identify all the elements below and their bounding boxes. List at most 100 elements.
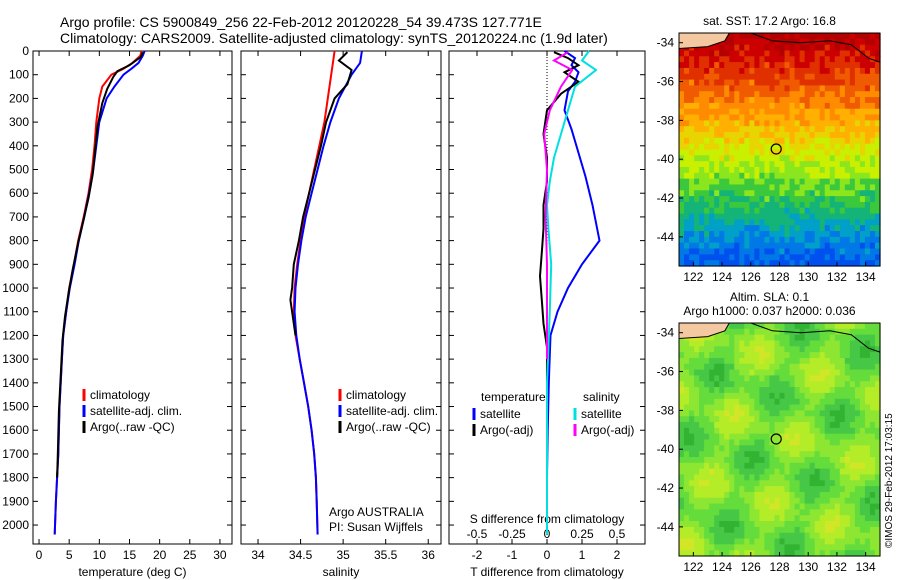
sla-cell xyxy=(849,521,856,528)
sla-cell xyxy=(724,328,730,336)
sst-cell xyxy=(784,73,791,81)
sla-cell xyxy=(849,486,856,493)
sst-cell xyxy=(734,108,740,116)
sla-cell xyxy=(829,340,836,347)
sst-cell xyxy=(784,149,791,156)
sla-cell xyxy=(859,491,866,499)
sla-cell xyxy=(784,392,791,400)
sst-cell xyxy=(764,33,771,40)
sst-cell xyxy=(784,260,791,267)
x-tick-label: 124 xyxy=(712,560,732,574)
x-tick-label: 0 xyxy=(544,548,551,562)
sst-cell xyxy=(754,207,761,215)
sla-cell xyxy=(814,392,821,400)
sla-cell xyxy=(829,544,836,551)
sst-cell xyxy=(799,149,806,156)
y-tick-label: 1700 xyxy=(2,447,29,461)
sla-cell xyxy=(679,340,685,347)
sla-cell xyxy=(744,456,750,464)
sst-cell xyxy=(809,184,816,191)
sla-cell xyxy=(679,515,685,522)
sla-cell xyxy=(689,550,695,557)
sla-cell xyxy=(729,357,735,365)
sla-cell xyxy=(754,544,761,551)
sla-cell xyxy=(729,445,735,452)
sla-cell xyxy=(744,451,750,458)
sst-cell xyxy=(794,114,801,121)
sla-cell xyxy=(854,375,861,382)
sla-cell xyxy=(724,416,730,423)
sla-cell xyxy=(784,357,791,365)
sst-cell xyxy=(759,201,766,209)
sst-cell xyxy=(824,196,831,203)
sla-cell xyxy=(694,439,700,446)
sst-cell xyxy=(684,196,690,203)
sst-cell xyxy=(829,33,836,40)
sla-cell xyxy=(874,468,881,476)
sla-cell xyxy=(869,357,876,365)
sst-cell xyxy=(839,38,846,46)
sst-cell xyxy=(874,38,881,46)
sst-cell xyxy=(679,114,685,121)
sst-cell xyxy=(854,178,861,186)
sla-cell xyxy=(779,445,786,452)
sla-cell xyxy=(849,323,856,330)
sla-cell xyxy=(754,427,761,435)
sst-cell xyxy=(754,50,761,57)
sst-cell xyxy=(689,67,695,75)
sst-cell xyxy=(759,213,766,220)
sst-cell xyxy=(814,236,821,244)
sst-cell xyxy=(694,79,700,87)
sla-cell xyxy=(689,521,695,528)
sla-cell xyxy=(754,456,761,464)
sla-cell xyxy=(869,375,876,382)
sst-cell xyxy=(739,85,745,92)
sst-cell xyxy=(784,166,791,174)
sst-cell xyxy=(704,108,710,116)
sla-cell xyxy=(869,538,876,545)
sst-cell xyxy=(874,44,881,52)
sst-cell xyxy=(864,172,871,180)
sst-cell xyxy=(749,196,755,203)
sla-cell xyxy=(859,334,866,342)
sla-cell xyxy=(839,491,846,499)
sst-cell xyxy=(774,161,781,168)
sst-cell xyxy=(839,248,846,255)
sla-cell xyxy=(689,416,695,423)
sst-cell xyxy=(694,97,700,104)
sla-cell xyxy=(749,381,755,388)
sst-cell xyxy=(704,132,710,139)
sla-cell xyxy=(754,439,761,446)
sst-cell xyxy=(789,33,796,40)
sst-cell xyxy=(779,213,786,220)
sst-cell xyxy=(864,108,871,116)
sst-cell xyxy=(709,213,715,220)
sla-cell xyxy=(744,328,750,336)
sst-cell xyxy=(844,207,851,215)
sst-cell xyxy=(734,196,740,203)
sst-cell xyxy=(819,225,826,232)
sst-cell xyxy=(814,120,821,127)
sla-cell xyxy=(839,509,846,516)
x-tick-label: 122 xyxy=(683,560,703,574)
sst-cell xyxy=(764,73,771,81)
sla-cell xyxy=(764,509,771,516)
sst-cell xyxy=(824,201,831,209)
sla-cell xyxy=(819,422,826,429)
sla-cell xyxy=(819,544,826,551)
sla-cell xyxy=(799,410,806,417)
sst-cell xyxy=(694,155,700,162)
sst-cell xyxy=(754,161,761,168)
sla-cell xyxy=(759,532,766,540)
sst-cell xyxy=(719,231,725,238)
sla-cell xyxy=(814,509,821,516)
sst-cell xyxy=(754,219,761,226)
x-tick-label: 1 xyxy=(579,548,586,562)
sst-cell xyxy=(819,242,826,250)
sla-cell xyxy=(829,456,836,464)
sst-cell xyxy=(764,120,771,127)
sla-cell xyxy=(834,491,841,499)
sla-cell xyxy=(764,503,771,510)
sst-cell xyxy=(759,120,766,127)
sst-cell xyxy=(689,97,695,104)
